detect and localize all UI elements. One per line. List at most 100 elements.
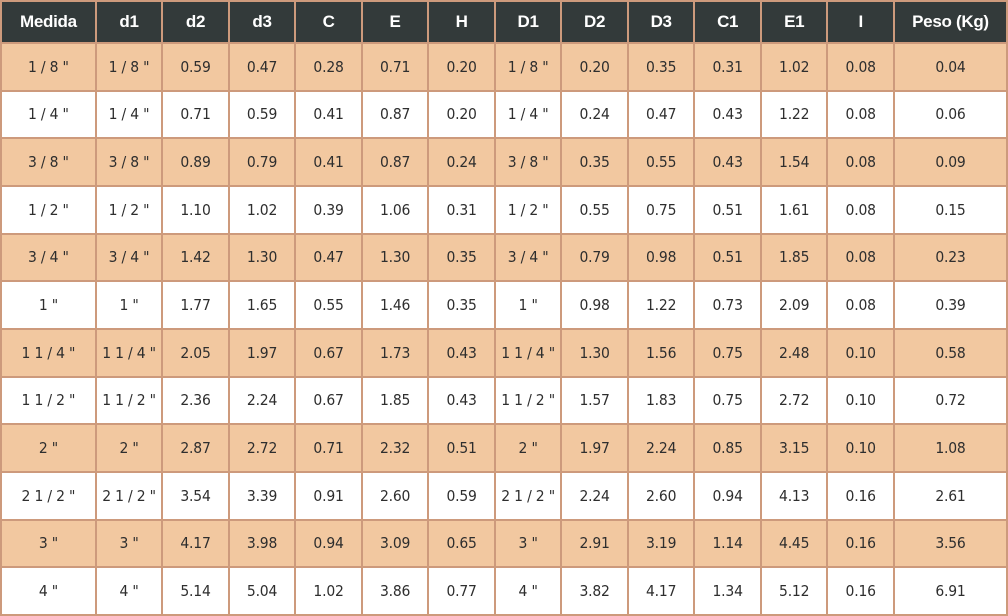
table-cell: 1 / 8 ": [96, 44, 162, 90]
table-cell: 4.45: [761, 520, 827, 567]
table-cell: 1 1 / 4 ": [96, 329, 162, 376]
table-cell: 1 / 4 ": [495, 91, 561, 138]
table-cell: 1.54: [761, 139, 827, 185]
table-cell: 0.41: [296, 91, 361, 138]
table-row: 1 1 / 4 " 1 1 / 4 " 2.05 1.97 0.67 1.73 0.43 1 …: [2, 329, 1006, 376]
table-cell: 1.02: [229, 186, 295, 233]
table-cell: 0.85: [695, 425, 760, 471]
table-cell: 0.08: [828, 44, 893, 90]
table-cell: 0.09: [894, 139, 1006, 185]
table-cell: 2.24: [229, 377, 295, 424]
table-cell: 2 1 / 2 ": [96, 472, 162, 519]
table-cell: 1 1 / 2 ": [495, 377, 561, 424]
table-row: 1 1 / 2 " 1 1 / 2 " 2.36 2.24 0.67 1.85 0.43 1 …: [2, 377, 1006, 424]
table-cell: 3 ": [495, 520, 561, 567]
table-cell: 0.39: [894, 282, 1006, 328]
table-cell: 2.60: [628, 472, 694, 519]
table-cell: 0.35: [562, 139, 627, 185]
table-cell: 0.20: [429, 91, 494, 138]
table-cell: 0.47: [628, 91, 694, 138]
table-cell: 0.43: [429, 377, 494, 424]
table-cell: 1 ": [96, 282, 162, 328]
column-header: D1: [495, 2, 561, 42]
table-cell: 2.72: [761, 377, 827, 424]
table-cell: 1.14: [695, 520, 760, 567]
table-cell: 2 ": [2, 425, 95, 471]
table-cell: 3.82: [562, 568, 627, 614]
table-cell: 3 / 4 ": [495, 234, 561, 281]
table-cell: 0.98: [628, 234, 694, 281]
table-cell: 0.16: [828, 520, 893, 567]
table-cell: 1.02: [761, 44, 827, 90]
table-cell: 0.75: [695, 329, 760, 376]
column-header: d2: [163, 2, 228, 42]
table-cell: 0.94: [296, 520, 361, 567]
table-cell: 1 / 2 ": [96, 186, 162, 233]
table-cell: 1.97: [229, 329, 295, 376]
table-cell: 2 ": [495, 425, 561, 471]
table-row: 3 / 4 " 3 / 4 " 1.42 1.30 0.47 1.30 0.35 3 / 4 …: [2, 234, 1006, 281]
table-row: 1 " 1 " 1.77 1.65 0.55 1.46 0.35 1 " 0.98 1.22 0.7…: [2, 282, 1006, 328]
table-cell: 0.59: [429, 472, 494, 519]
table-cell: 0.47: [296, 234, 361, 281]
table-cell: 2.61: [894, 472, 1006, 519]
table-cell: 1.57: [562, 377, 627, 424]
table-row: 3 / 8 " 3 / 8 " 0.89 0.79 0.41 0.87 0.24 3 / 8 …: [2, 139, 1006, 185]
table-cell: 2.60: [362, 472, 428, 519]
table-cell: 2.24: [562, 472, 627, 519]
table-cell: 1.30: [362, 234, 428, 281]
table-row: 4 " 4 " 5.14 5.04 1.02 3.86 0.77 4 " 3.82 4.17 1.3…: [2, 568, 1006, 614]
table-cell: 2 ": [96, 425, 162, 471]
table-cell: 0.08: [828, 139, 893, 185]
column-header: I: [828, 2, 893, 42]
table-cell: 0.08: [828, 186, 893, 233]
table-cell: 1.85: [362, 377, 428, 424]
table-cell: 1 ": [495, 282, 561, 328]
table-cell: 0.24: [429, 139, 494, 185]
table-cell: 1.30: [562, 329, 627, 376]
table-cell: 5.14: [163, 568, 228, 614]
table-cell: 1.42: [163, 234, 228, 281]
table-cell: 1.97: [562, 425, 627, 471]
table-cell: 3.86: [362, 568, 428, 614]
table-cell: 0.15: [894, 186, 1006, 233]
table-cell: 3.98: [229, 520, 295, 567]
table-cell: 0.16: [828, 472, 893, 519]
table-cell: 0.75: [695, 377, 760, 424]
table-cell: 5.04: [229, 568, 295, 614]
table-row: 1 / 8 " 1 / 8 " 0.59 0.47 0.28 0.71 0.20 1 / 8 …: [2, 44, 1006, 90]
table-cell: 0.59: [163, 44, 228, 90]
table-cell: 1.22: [628, 282, 694, 328]
table-cell: 2.48: [761, 329, 827, 376]
table-cell: 0.16: [828, 568, 893, 614]
table-cell: 1.30: [229, 234, 295, 281]
table-cell: 1 1 / 4 ": [2, 329, 95, 376]
table-cell: 4 ": [96, 568, 162, 614]
table-cell: 0.43: [695, 91, 760, 138]
table-cell: 0.31: [429, 186, 494, 233]
column-header: D3: [628, 2, 694, 42]
table-cell: 0.24: [562, 91, 627, 138]
table-header: Medida d1 d2 d3 C E H D1 D2 D3 C1 E1 I Peso (Kg): [2, 2, 1006, 42]
table-cell: 2.87: [163, 425, 228, 471]
table-cell: 3.54: [163, 472, 228, 519]
column-header: Medida: [2, 2, 95, 42]
column-header: E: [362, 2, 428, 42]
table-cell: 0.08: [828, 91, 893, 138]
table-cell: 1 / 4 ": [96, 91, 162, 138]
table-cell: 0.28: [296, 44, 361, 90]
table-cell: 4.13: [761, 472, 827, 519]
table-cell: 1.34: [695, 568, 760, 614]
table-cell: 2.36: [163, 377, 228, 424]
table-cell: 6.91: [894, 568, 1006, 614]
table-cell: 2 1 / 2 ": [2, 472, 95, 519]
table-cell: 0.94: [695, 472, 760, 519]
table-cell: 3.39: [229, 472, 295, 519]
table-cell: 3.09: [362, 520, 428, 567]
table-cell: 1.10: [163, 186, 228, 233]
column-header: C1: [695, 2, 760, 42]
table-cell: 0.59: [229, 91, 295, 138]
table-cell: 0.71: [296, 425, 361, 471]
table-cell: 0.72: [894, 377, 1006, 424]
